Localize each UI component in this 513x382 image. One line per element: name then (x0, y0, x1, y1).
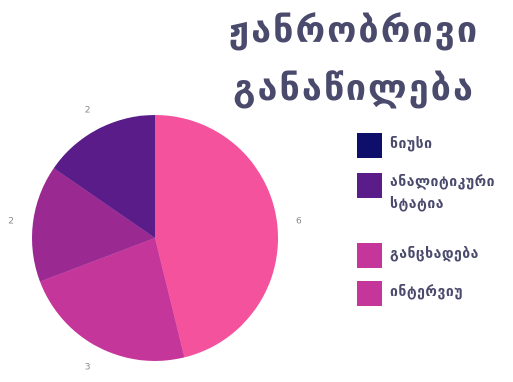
chart-title-line-2: განაწილება (233, 68, 475, 109)
pie-slice-analytic-article (31, 168, 156, 282)
legend-label-news: ნიუსი (390, 133, 432, 155)
legend-label-statement-line-1: განცხადება (390, 246, 479, 262)
legend-item-analytic-article: ანალიტიკური სტატია (357, 171, 513, 241)
pie-value-label: 2 (85, 106, 91, 116)
pie-slice-statement (39, 238, 185, 362)
legend-swatch-news (357, 133, 382, 158)
pie-value-label: 2 (8, 217, 14, 227)
legend-swatch-analytic-article (357, 173, 382, 198)
legend-label-analytic-article-line-1: ანალიტიკური (390, 174, 496, 190)
legend-label-news-line-1: ნიუსი (390, 136, 433, 152)
legend-item-interview: ინტერვიუ (357, 281, 513, 306)
pie-slice-interview (155, 115, 279, 358)
pie-value-label: 3 (85, 362, 91, 372)
legend-label-analytic-article: ანალიტიკური სტატია (390, 171, 495, 215)
legend-label-interview-line-1: ინტერვიუ (390, 284, 464, 300)
chart-legend: ნიუსი ანალიტიკური სტატია განცხადება ინტე… (357, 133, 513, 306)
legend-label-analytic-article-line-2: სტატია (390, 196, 444, 212)
chart-title: ჟანრობრივი განაწილება (195, 2, 513, 118)
legend-swatch-statement (357, 243, 382, 268)
pie-slice-news (53, 115, 155, 238)
pie-value-label: 6 (296, 217, 302, 227)
legend-label-interview: ინტერვიუ (390, 281, 463, 303)
chart-title-line-1: ჟანრობრივი (228, 10, 480, 51)
legend-swatch-interview (357, 281, 382, 306)
legend-item-news: ნიუსი (357, 133, 513, 165)
legend-label-statement: განცხადება (390, 243, 479, 265)
legend-item-statement: განცხადება (357, 243, 513, 281)
